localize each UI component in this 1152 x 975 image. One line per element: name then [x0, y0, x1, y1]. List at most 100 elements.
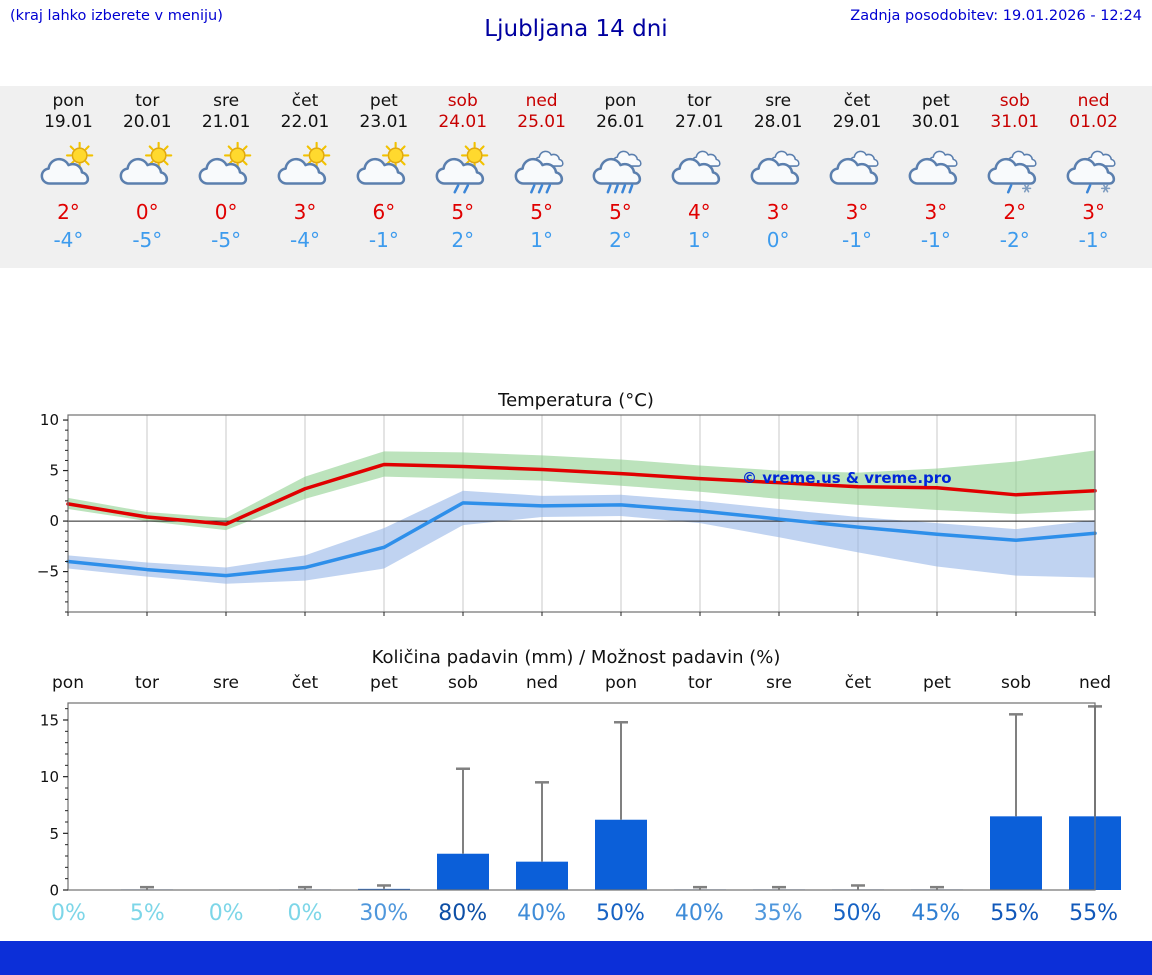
precip-day-label: ned	[1079, 673, 1111, 693]
precip-day-label: sob	[448, 673, 478, 693]
forecast-strip: pon 19.01 2° -4° tor 20.01 0° -5° sre 21.01 0° -5° č…	[0, 86, 1152, 268]
temp-min: -1°	[1078, 227, 1109, 252]
precip-bar	[516, 861, 568, 890]
forecast-day-24.01[interactable]: sob 24.01 5° 2°	[423, 86, 502, 268]
day-date: 22.01	[280, 112, 330, 133]
temp-ytick-label: 10	[40, 411, 59, 429]
temp-min: -1°	[842, 227, 872, 252]
forecast-day-27.01[interactable]: tor 27.01 4° 1°	[660, 86, 739, 268]
min-range-band	[68, 490, 1095, 584]
day-date: 20.01	[122, 112, 172, 133]
precip-probability: 50%	[595, 901, 645, 926]
forecast-day-19.01[interactable]: pon 19.01 2° -4°	[29, 86, 108, 268]
day-name: pon	[52, 91, 85, 111]
day-date: 19.01	[44, 112, 93, 133]
precip-day-label: tor	[135, 673, 159, 693]
precip-ytick-label: 15	[40, 712, 59, 730]
temp-max: 3°	[924, 199, 948, 224]
temp-max: 3°	[293, 199, 317, 224]
min-temp-line	[66, 501, 1097, 578]
temp-max: 2°	[1003, 199, 1027, 224]
cloud-icon	[747, 141, 809, 195]
footer-banner[interactable]	[0, 941, 1152, 975]
precip-ytick-label: 10	[40, 768, 59, 786]
forecast-day-20.01[interactable]: tor 20.01 0° -5°	[108, 86, 187, 268]
cloud-icon	[905, 141, 967, 195]
sun-cloud-icon	[116, 141, 178, 195]
forecast-day-31.01[interactable]: sob 31.01 2° -2°	[975, 86, 1054, 268]
day-name: sob	[447, 91, 478, 111]
forecast-day-23.01[interactable]: pet 23.01 6° -1°	[344, 86, 423, 268]
temp-max: 0°	[135, 199, 159, 224]
temp-min: -4°	[290, 227, 320, 252]
temp-max: 5°	[530, 199, 553, 224]
forecast-day-26.01[interactable]: pon 26.01 5° 2°	[581, 86, 660, 268]
forecast-columns: pon 19.01 2° -4° tor 20.01 0° -5° sre 21.01 0° -5° č…	[29, 86, 1133, 268]
precip-probability: 40%	[674, 901, 724, 926]
precip-plot-border	[67, 702, 1096, 891]
temperature-chart-title: Temperatura (°C)	[498, 390, 654, 411]
precip-day-label: pon	[605, 673, 637, 693]
temp-max: 5°	[609, 199, 632, 224]
precip-probability: 5%	[129, 901, 165, 926]
temp-min: 1°	[530, 227, 553, 252]
precip-day-label: sre	[766, 673, 792, 693]
forecast-day-22.01[interactable]: čet 22.01 3° -4°	[266, 86, 345, 268]
temp-min: 2°	[609, 227, 632, 252]
day-date: 27.01	[674, 112, 724, 133]
location-hint[interactable]: (kraj lahko izberete v meniju)	[10, 8, 223, 24]
temp-max: 0°	[214, 199, 238, 224]
cloud-sleet-icon	[1063, 141, 1125, 195]
sun-cloud-icon	[353, 141, 415, 195]
day-name: ned	[1077, 91, 1110, 111]
day-name: tor	[135, 91, 160, 111]
forecast-day-25.01[interactable]: ned 25.01 5° 1°	[502, 86, 581, 268]
day-date: 23.01	[359, 112, 409, 133]
precip-probability: 50%	[832, 901, 882, 926]
precip-day-label: čet	[292, 673, 319, 693]
forecast-day-21.01[interactable]: sre 21.01 0° -5°	[187, 86, 266, 268]
temp-ytick-label: 5	[49, 462, 59, 480]
precip-probability: 55%	[990, 901, 1040, 926]
day-name: pet	[369, 91, 398, 111]
forecast-day-28.01[interactable]: sre 28.01 3° 0°	[739, 86, 818, 268]
precip-probability: 45%	[911, 901, 961, 926]
day-name: čet	[843, 91, 871, 111]
forecast-day-01.02[interactable]: ned 01.02 3° -1°	[1054, 86, 1133, 268]
day-date: 24.01	[438, 112, 488, 133]
precip-day-label: tor	[688, 673, 712, 693]
temp-max: 3°	[845, 199, 869, 224]
precip-probability: 0%	[287, 901, 323, 926]
temp-max: 3°	[766, 199, 790, 224]
cloud-sleet-icon	[984, 141, 1046, 195]
day-name: čet	[291, 91, 319, 111]
temp-min: -4°	[53, 227, 84, 252]
forecast-day-30.01[interactable]: pet 30.01 3° -1°	[896, 86, 975, 268]
precip-ytick-label: 5	[49, 825, 59, 843]
precipitation-chart-title: Količina padavin (mm) / Možnost padavin …	[371, 647, 781, 668]
precip-day-label: sre	[213, 673, 239, 693]
precip-day-label: čet	[845, 673, 872, 693]
day-date: 25.01	[517, 112, 566, 133]
page-title: Ljubljana 14 dni	[484, 16, 668, 42]
cloud-icon	[668, 141, 730, 195]
precip-probability: 35%	[753, 901, 803, 926]
day-name: sob	[999, 91, 1030, 111]
temperature-chart: 10 5 0 −5	[37, 411, 1097, 616]
day-name: tor	[687, 91, 712, 111]
cloud-rain-icon	[511, 141, 573, 195]
precip-day-label: sob	[1001, 673, 1031, 693]
temp-min: -2°	[999, 227, 1030, 252]
max-range-band	[68, 450, 1095, 531]
watermark-link[interactable]: © vreme.us & vreme.pro	[742, 469, 952, 487]
day-date: 01.02	[1069, 112, 1118, 133]
precip-probability: 30%	[359, 901, 409, 926]
temp-plot-border	[67, 414, 1096, 613]
cloud-rain-heavy-icon	[589, 141, 651, 195]
temp-max: 4°	[687, 199, 711, 224]
forecast-day-29.01[interactable]: čet 29.01 3° -1°	[818, 86, 897, 268]
sun-cloud-icon	[195, 141, 257, 195]
temp-min: -1°	[368, 227, 399, 252]
precip-day-label: pet	[370, 673, 398, 693]
temp-max: 2°	[57, 199, 80, 224]
